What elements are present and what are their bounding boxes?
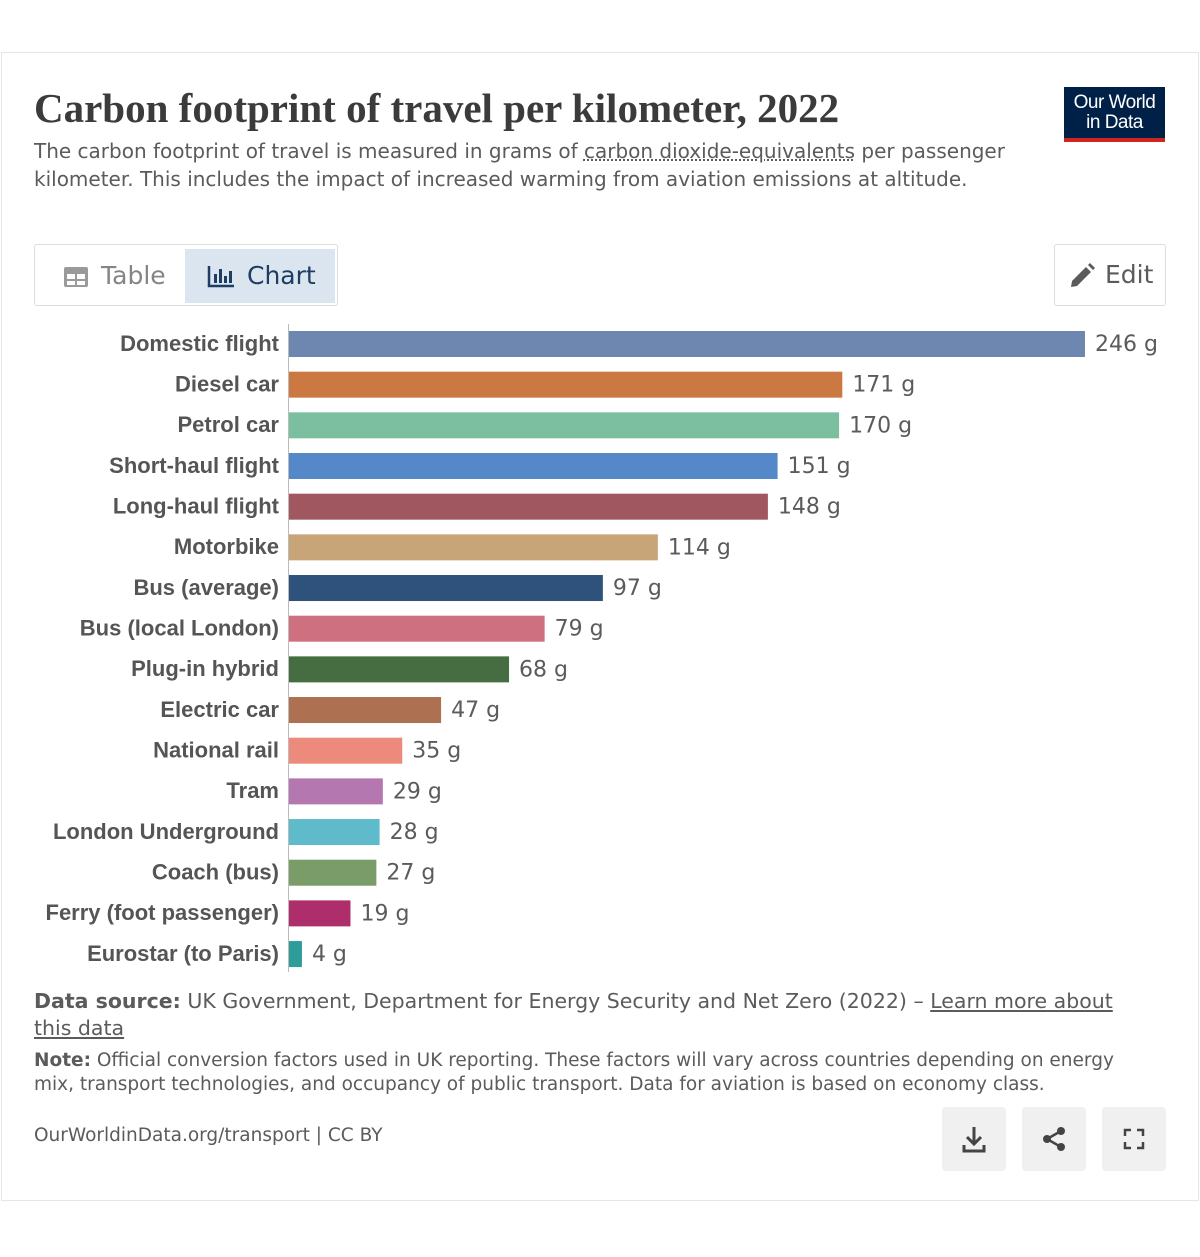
bar	[289, 575, 603, 602]
value-label: 28 g	[390, 820, 439, 845]
data-source: Data source: UK Government, Department f…	[34, 988, 1154, 1042]
logo-line: in Data	[1086, 112, 1143, 133]
value-label: 68 g	[519, 657, 568, 682]
category-label: Coach (bus)	[152, 860, 279, 885]
card	[1, 52, 1199, 1201]
value-label: 79 g	[555, 617, 604, 642]
bar	[289, 371, 843, 398]
category-label: Long-haul flight	[113, 493, 280, 518]
edit-icon	[1071, 263, 1095, 287]
subtitle-text: per passenger kilometer. This includes t…	[34, 139, 1005, 191]
value-label: 148 g	[778, 495, 841, 520]
edit-button[interactable]: Edit	[1054, 244, 1166, 306]
category-label: Diesel car	[175, 371, 279, 396]
value-label: 97 g	[613, 576, 662, 601]
category-label: Bus (average)	[133, 575, 279, 600]
share-icon	[1043, 1127, 1065, 1151]
category-label: London Underground	[53, 819, 279, 844]
category-label: Tram	[226, 778, 279, 803]
note-text: Official conversion factors used in UK r…	[34, 1050, 1114, 1095]
category-label: Electric car	[160, 697, 279, 722]
edit-label: Edit	[1105, 260, 1154, 289]
value-label: 47 g	[451, 698, 500, 723]
bar	[289, 534, 658, 561]
subtitle-link[interactable]: carbon dioxide-equivalents	[583, 139, 856, 163]
note: Note: Official conversion factors used i…	[34, 1049, 1154, 1097]
value-label: 246 g	[1095, 332, 1158, 357]
bar	[289, 697, 442, 724]
table-tab[interactable]: Table	[39, 249, 185, 303]
chart: Domestic flight 246 g Diesel car 171 g Petro…	[46, 324, 1158, 972]
value-label: 35 g	[412, 739, 461, 764]
bar	[289, 900, 351, 927]
category-label: Plug-in hybrid	[131, 656, 279, 681]
category-label: Bus (local London)	[80, 616, 279, 641]
value-label: 19 g	[360, 901, 409, 926]
bar	[289, 331, 1085, 357]
logo[interactable]: Our World in Data	[1064, 87, 1165, 142]
fullscreen-button[interactable]	[1102, 1107, 1166, 1171]
chart-icon	[207, 266, 234, 288]
value-label: 114 g	[668, 535, 731, 560]
bar	[289, 615, 545, 642]
category-label: Ferry (foot passenger)	[46, 900, 280, 925]
value-label: 171 g	[852, 373, 915, 398]
source-link[interactable]: Learn more about this data	[34, 989, 1113, 1040]
bar	[289, 493, 768, 520]
bar	[289, 737, 403, 764]
bar	[289, 453, 778, 480]
value-label: 27 g	[386, 861, 435, 886]
note-label: Note:	[34, 1050, 91, 1071]
category-label: Short-haul flight	[109, 453, 280, 478]
bar	[289, 859, 377, 886]
share-button[interactable]	[1022, 1107, 1086, 1171]
bar	[289, 819, 380, 846]
bar	[289, 412, 840, 439]
download-button[interactable]	[942, 1107, 1006, 1171]
category-label: Motorbike	[174, 534, 279, 559]
value-label: 4 g	[312, 942, 347, 967]
bar	[289, 778, 383, 805]
category-label: Domestic flight	[120, 331, 280, 356]
source-text: UK Government, Department for Energy Sec…	[180, 989, 931, 1013]
subtitle-text: The carbon footprint of travel is measur…	[34, 139, 584, 163]
chart-tab[interactable]: Chart	[185, 249, 335, 303]
fullscreen-icon	[1123, 1128, 1145, 1150]
footer-url[interactable]: OurWorldinData.org/transport | CC BY	[34, 1125, 383, 1146]
view-tabs: Table Chart	[34, 244, 338, 306]
value-label: 170 g	[849, 413, 912, 438]
source-label: Data source:	[34, 989, 181, 1013]
category-label: National rail	[153, 738, 279, 763]
tab-label: Table	[101, 261, 166, 290]
tab-label: Chart	[247, 261, 316, 290]
category-label: Petrol car	[178, 412, 280, 437]
value-label: 151 g	[788, 454, 851, 479]
bar	[289, 656, 510, 683]
download-icon	[962, 1127, 986, 1153]
chart-subtitle: The carbon footprint of travel is measur…	[34, 137, 1014, 193]
category-label: Eurostar (to Paris)	[87, 941, 279, 966]
value-label: 29 g	[393, 779, 442, 804]
chart-title: Carbon footprint of travel per kilometer…	[34, 85, 840, 131]
table-icon	[64, 267, 88, 287]
logo-line: Our World	[1073, 92, 1156, 113]
bar	[289, 941, 302, 968]
